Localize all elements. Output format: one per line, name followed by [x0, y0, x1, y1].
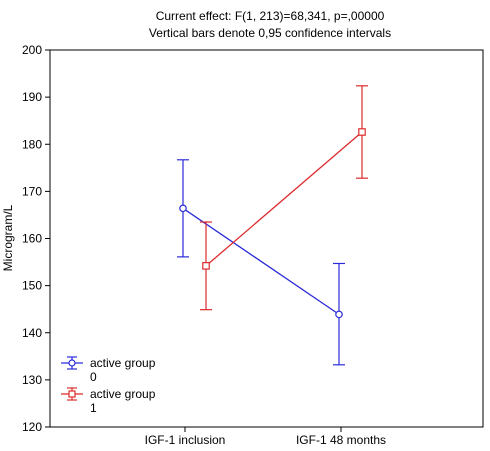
series-line	[182, 207, 340, 315]
legend-label: active group	[90, 356, 156, 370]
series-0	[177, 159, 345, 366]
series-1	[200, 85, 368, 311]
legend-marker	[68, 359, 76, 367]
y-tick-label: 190	[22, 90, 42, 104]
legend-marker	[68, 390, 76, 398]
x-axis: IGF-1 inclusion IGF-1 48 months	[145, 427, 386, 447]
data-point	[179, 204, 187, 213]
y-tick-label: 130	[22, 373, 42, 387]
series-layer	[177, 85, 368, 366]
chart-subtitle: Vertical bars denote 0,95 confidence int…	[148, 26, 392, 40]
data-point	[358, 128, 366, 136]
y-tick-label: 150	[22, 279, 42, 293]
legend-label-value: 0	[90, 370, 97, 384]
y-tick-label: 170	[22, 184, 42, 198]
legend-label: active group	[90, 387, 156, 401]
y-tick-label: 180	[22, 137, 42, 151]
chart-title-block: Current effect: F(1, 213)=68,341, p=,000…	[50, 8, 490, 42]
y-axis-label: Microgram/L	[1, 204, 15, 271]
legend-label-value: 1	[90, 401, 97, 415]
y-tick-label: 160	[22, 232, 42, 246]
y-axis: 120 130 140 150 160 170 180 190 200	[22, 43, 50, 434]
y-tick-label: 140	[22, 326, 42, 340]
plot-frame	[49, 49, 484, 428]
chart-title: Current effect: F(1, 213)=68,341, p=,000…	[155, 9, 385, 23]
data-point	[202, 262, 210, 270]
x-tick-label: IGF-1 48 months	[296, 433, 386, 447]
y-tick-label: 200	[22, 43, 42, 57]
data-point	[335, 310, 343, 319]
series-line	[205, 131, 363, 267]
y-tick-label: 120	[22, 420, 42, 434]
x-tick-label: IGF-1 inclusion	[145, 433, 226, 447]
